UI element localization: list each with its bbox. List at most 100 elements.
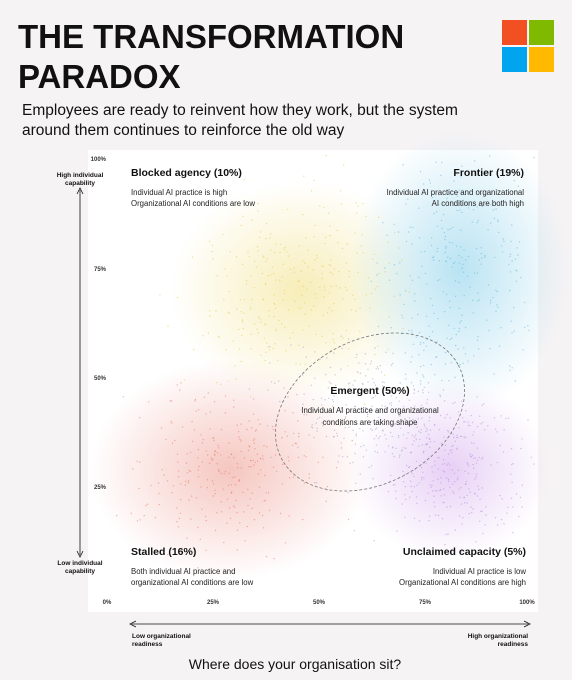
dot xyxy=(472,467,475,469)
dot xyxy=(353,406,356,408)
dot xyxy=(415,434,417,436)
dot xyxy=(460,229,462,231)
dot xyxy=(460,246,462,248)
dot xyxy=(411,422,414,424)
quadrant-text: Both individual AI practice and xyxy=(131,567,235,576)
dot xyxy=(461,400,463,402)
dot xyxy=(476,447,479,449)
dot xyxy=(197,448,200,451)
dot xyxy=(453,327,455,330)
dot xyxy=(228,312,230,314)
dot xyxy=(458,307,461,310)
dot xyxy=(511,463,513,466)
dot xyxy=(414,300,416,302)
dot xyxy=(340,421,342,424)
dot xyxy=(463,347,465,349)
dot xyxy=(362,430,364,432)
dot xyxy=(170,400,173,402)
dot xyxy=(454,295,457,297)
dot xyxy=(475,476,477,478)
dot xyxy=(220,454,222,456)
dot xyxy=(243,178,245,181)
dot xyxy=(339,190,342,192)
dot xyxy=(451,449,453,451)
dot xyxy=(280,323,283,325)
dot xyxy=(186,453,188,455)
dot xyxy=(209,315,211,317)
dot xyxy=(411,434,414,437)
dot xyxy=(410,480,412,482)
dot xyxy=(493,373,495,375)
dot xyxy=(416,484,418,486)
dot xyxy=(243,299,245,301)
dot xyxy=(335,467,338,469)
dot xyxy=(460,320,462,322)
dot xyxy=(204,515,207,518)
dot xyxy=(307,249,309,251)
dot xyxy=(138,487,140,490)
dot xyxy=(198,409,200,411)
dot xyxy=(315,333,317,336)
dot xyxy=(200,486,202,488)
dot xyxy=(238,348,241,350)
dot xyxy=(417,313,419,316)
dot xyxy=(384,405,386,407)
dot xyxy=(298,279,300,282)
dot xyxy=(426,399,429,401)
dot xyxy=(344,427,346,429)
dot xyxy=(359,473,361,475)
dot xyxy=(398,400,400,402)
dot xyxy=(432,259,435,261)
dot xyxy=(316,430,318,432)
dot xyxy=(376,451,379,454)
dot xyxy=(242,321,244,323)
dot xyxy=(423,342,425,344)
dot xyxy=(495,208,497,210)
dot xyxy=(376,285,379,288)
dot xyxy=(311,427,314,429)
dot xyxy=(341,247,344,250)
dot xyxy=(329,411,332,413)
dot xyxy=(454,529,456,531)
dot xyxy=(279,243,282,246)
dot xyxy=(306,288,309,291)
dot xyxy=(465,259,467,261)
dot xyxy=(248,466,250,468)
dot xyxy=(475,462,478,464)
dot xyxy=(440,495,442,497)
dot xyxy=(266,446,268,448)
dot xyxy=(432,196,434,199)
dot xyxy=(409,226,412,228)
dot xyxy=(298,344,300,346)
dot xyxy=(248,256,251,258)
dot xyxy=(299,363,301,366)
dot xyxy=(454,280,457,282)
dot xyxy=(343,164,345,166)
dot xyxy=(272,428,275,431)
dot xyxy=(481,510,483,512)
dot xyxy=(444,235,447,238)
dot xyxy=(399,294,401,296)
dot xyxy=(467,463,469,465)
dot xyxy=(322,315,324,317)
dot xyxy=(408,399,411,401)
dot xyxy=(339,287,341,289)
dot xyxy=(395,397,397,399)
dot xyxy=(267,346,269,348)
dot xyxy=(319,287,321,289)
dot xyxy=(170,420,172,423)
dot xyxy=(442,213,445,216)
dot xyxy=(336,229,338,232)
dot xyxy=(146,503,149,505)
dot xyxy=(361,389,363,392)
dot xyxy=(233,456,235,459)
dot xyxy=(527,419,529,421)
dot xyxy=(387,491,390,493)
dot xyxy=(429,416,431,419)
dot xyxy=(412,418,414,421)
dot xyxy=(326,312,329,314)
dot xyxy=(405,464,408,467)
dot xyxy=(433,212,435,215)
dot xyxy=(268,315,270,317)
dot xyxy=(481,458,483,460)
